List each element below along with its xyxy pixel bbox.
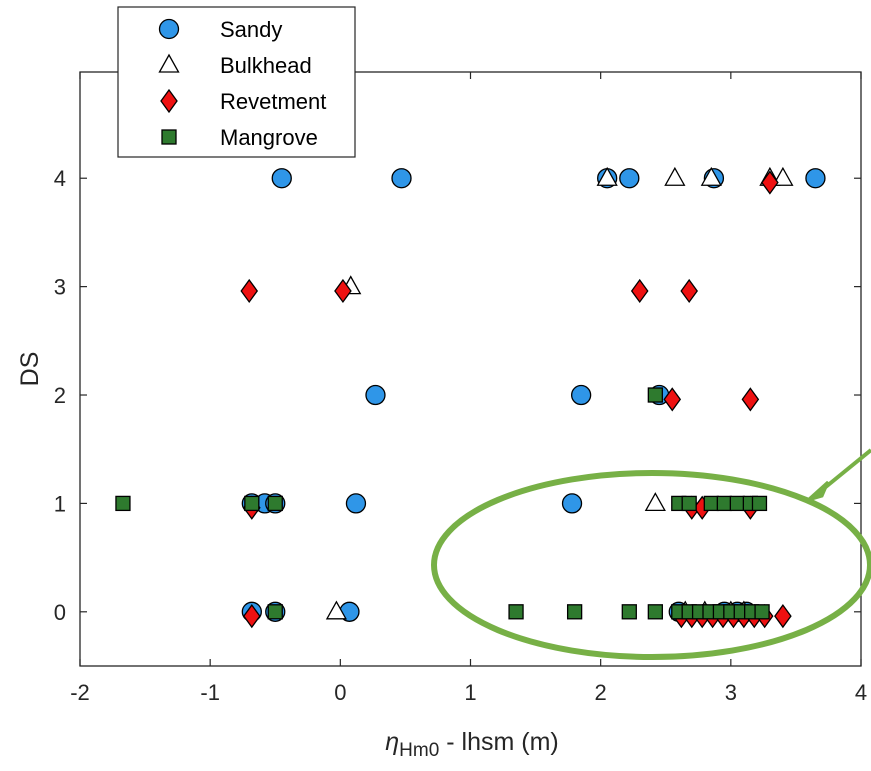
legend-label-mangrove: Mangrove [220,125,318,150]
data-point-sandy [392,169,411,188]
x-tick-label: 4 [855,680,867,705]
y-tick-label: 3 [54,275,66,300]
data-point-mangrove [717,496,731,510]
y-tick-label: 2 [54,383,66,408]
data-point-sandy [563,494,582,513]
data-point-sandy [366,386,385,405]
x-axis-label-rest: - lhsm (m) [439,728,558,756]
x-tick-label: 0 [334,680,346,705]
x-tick-label: 3 [725,680,737,705]
data-point-mangrove [116,496,130,510]
data-point-mangrove [245,496,259,510]
y-tick-labels: 0 1 2 3 4 [54,166,66,625]
data-point-mangrove [648,388,662,402]
x-axis-label-symbol: η [385,728,399,756]
legend-label-sandy: Sandy [220,17,282,42]
y-tick-label: 4 [54,166,66,191]
data-point-mangrove [268,605,282,619]
legend-label-revetment: Revetment [220,89,326,114]
data-point-mangrove [648,605,662,619]
data-point-mangrove [682,496,696,510]
data-point-sandy [620,169,639,188]
data-point-sandy [572,386,591,405]
data-point-mangrove [704,496,718,510]
x-axis-label-subscript: Hm0 [399,740,439,761]
data-point-mangrove [268,496,282,510]
data-point-mangrove [622,605,636,619]
x-tick-label: -2 [70,680,90,705]
data-point-sandy [346,494,365,513]
data-point-sandy [272,169,291,188]
x-tick-labels: -2 -1 0 1 2 3 4 [70,680,867,705]
data-point-mangrove [568,605,582,619]
x-axis-label: ηHm0 - lhsm (m) [385,728,558,761]
x-tick-label: -1 [200,680,220,705]
legend-label-bulkhead: Bulkhead [220,53,312,78]
data-point-mangrove [755,605,769,619]
data-point-sandy [806,169,825,188]
legend: Sandy Bulkhead Revetment Mangrove [118,7,355,157]
y-tick-label: 0 [54,600,66,625]
x-tick-label: 2 [595,680,607,705]
legend-marker-mangrove [162,130,176,144]
x-tick-label: 1 [464,680,476,705]
data-point-mangrove [752,496,766,510]
data-point-mangrove [730,496,744,510]
legend-marker-sandy [160,20,179,39]
y-axis-label: DS [16,352,44,387]
plot-area [80,72,861,666]
y-tick-label: 1 [54,491,66,516]
data-point-mangrove [509,605,523,619]
